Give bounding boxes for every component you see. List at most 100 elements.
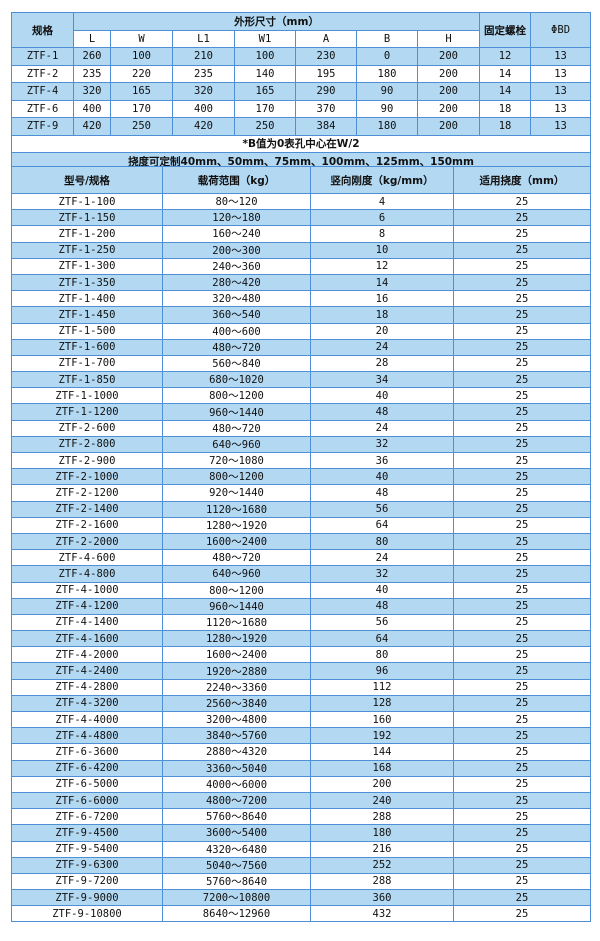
table-cell: 4320～6480 <box>162 840 311 858</box>
table-cell: 13 <box>530 47 592 66</box>
table-row: ZTF-2-600 480～720 24 25 <box>11 419 591 437</box>
table-cell: 480～720 <box>162 549 311 567</box>
table-row: ZTF-1-1000 800～1200 40 25 <box>11 387 591 405</box>
table-cell: ZTF-1-250 <box>11 241 163 259</box>
table-cell: 4 <box>310 192 454 211</box>
table-cell: 25 <box>453 371 591 389</box>
table-cell: 40 <box>310 468 454 486</box>
table-cell: 200 <box>416 99 481 118</box>
table-cell: 370 <box>295 99 357 118</box>
table-row: ZTF-6-3600 2880～4320 144 25 <box>11 743 591 761</box>
table-cell: 28 <box>310 354 454 373</box>
table-cell: 25 <box>453 403 591 421</box>
table-cell: 18 <box>479 99 532 118</box>
table-cell: 165 <box>110 82 173 101</box>
table-cell: ZTF-4 <box>11 82 74 101</box>
table-cell: 32 <box>310 435 454 454</box>
table-cell: ZTF-4-1600 <box>11 630 163 648</box>
table-cell: 320 <box>172 82 235 101</box>
table-row: ZTF-9 420 250 420 250 384 180 200 18 13 <box>11 117 592 136</box>
table-cell: 128 <box>310 694 454 713</box>
table-cell: 25 <box>453 613 591 632</box>
table-row: ZTF-2-2000 1600～2400 80 25 <box>11 532 591 551</box>
table-cell: 25 <box>453 759 591 777</box>
table-row: ZTF-2-1000 800～1200 40 25 <box>11 468 591 486</box>
table-cell: 165 <box>234 82 296 101</box>
table-cell: 25 <box>453 743 591 761</box>
table-row: ZTF-1-700 560～840 28 25 <box>11 354 591 373</box>
table-row: ZTF-4-1000 800～1200 40 25 <box>11 581 591 599</box>
table-row: ZTF-4-800 640～960 32 25 <box>11 565 591 583</box>
table-row: ZTF-2 235 220 235 140 195 180 200 14 13 <box>11 64 592 83</box>
table-cell: 1280～1920 <box>162 516 311 534</box>
table-cell: ZTF-9-9000 <box>11 889 163 907</box>
table-cell: 25 <box>453 338 591 356</box>
table-cell: 25 <box>453 808 591 826</box>
header-spec: 规格 <box>11 12 74 48</box>
table-cell: ZTF-1-1200 <box>11 403 163 421</box>
table-cell: ZTF-9-10800 <box>11 905 163 923</box>
table-cell: 100 <box>110 47 173 66</box>
table-cell: 170 <box>234 99 296 118</box>
table-row: ZTF-1-500 400～600 20 25 <box>11 322 591 340</box>
table-cell: 24 <box>310 338 454 356</box>
header-l1: L1 <box>172 29 235 48</box>
table-cell: ZTF-4-1400 <box>11 613 163 632</box>
table-cell: 25 <box>453 468 591 486</box>
table-cell: ZTF-4-2400 <box>11 662 163 680</box>
table-cell: 64 <box>310 516 454 534</box>
header-w: W <box>110 29 173 48</box>
table-row: ZTF-6-6000 4800～7200 240 25 <box>11 791 591 810</box>
table-cell: 320 <box>73 82 111 101</box>
table-cell: ZTF-6-3600 <box>11 743 163 761</box>
table-cell: 25 <box>453 630 591 648</box>
table-cell: 12 <box>310 257 454 275</box>
table-cell: 680～1020 <box>162 371 311 389</box>
table-cell: ZTF-4-3200 <box>11 694 163 713</box>
table-cell: 25 <box>453 597 591 615</box>
header-h: H <box>416 29 481 48</box>
table-cell: 25 <box>453 727 591 745</box>
table-cell: ZTF-2 <box>11 64 74 83</box>
table-cell: ZTF-9-4500 <box>11 824 163 842</box>
table-cell: 400 <box>73 99 111 118</box>
table-cell: ZTF-1-150 <box>11 209 163 227</box>
header-l: L <box>73 29 111 48</box>
table-cell: ZTF-6-7200 <box>11 808 163 826</box>
table-row: ZTF-4-2400 1920～2880 96 25 <box>11 662 591 680</box>
table-cell: 34 <box>310 371 454 389</box>
column-header: 竖向刚度（kg/mm） <box>310 166 454 194</box>
table-cell: 25 <box>453 451 591 470</box>
table-cell: 360～540 <box>162 306 311 324</box>
table-row: ZTF-2-900 720～1080 36 25 <box>11 451 591 470</box>
table-row: ZTF-1-150 120～180 6 25 <box>11 209 591 227</box>
table-cell: 25 <box>453 484 591 502</box>
table-cell: 80 <box>310 646 454 664</box>
table-cell: ZTF-1-350 <box>11 273 163 292</box>
table-cell: ZTF-1-100 <box>11 192 163 211</box>
table-cell: 192 <box>310 727 454 745</box>
table-row: ZTF-2-1200 920～1440 48 25 <box>11 484 591 502</box>
table-cell: 230 <box>295 47 357 66</box>
table-row: ZTF-4-1400 1120～1680 56 25 <box>11 613 591 632</box>
table-cell: ZTF-9 <box>11 117 74 136</box>
table-cell: 1280～1920 <box>162 630 311 648</box>
table-cell: 0 <box>356 47 418 66</box>
table-cell: 14 <box>479 82 532 101</box>
table-cell: 800～1200 <box>162 387 311 405</box>
table-cell: 210 <box>172 47 235 66</box>
table-cell: 1920～2880 <box>162 662 311 680</box>
table-row: ZTF-4-1600 1280～1920 64 25 <box>11 630 591 648</box>
table-cell: ZTF-1-200 <box>11 225 163 243</box>
table-cell: 25 <box>453 791 591 810</box>
table-cell: 13 <box>530 82 592 101</box>
column-header: 载荷范围（kg） <box>162 166 311 194</box>
header-dimensions: 外形尺寸（mm） <box>72 12 481 31</box>
table-cell: 20 <box>310 322 454 340</box>
table-cell: 400～600 <box>162 322 311 340</box>
table-cell: ZTF-4-2000 <box>11 646 163 664</box>
table-cell: 240 <box>310 791 454 810</box>
table-cell: 800～1200 <box>162 581 311 599</box>
table-cell: 144 <box>310 743 454 761</box>
table-cell: 25 <box>453 516 591 534</box>
